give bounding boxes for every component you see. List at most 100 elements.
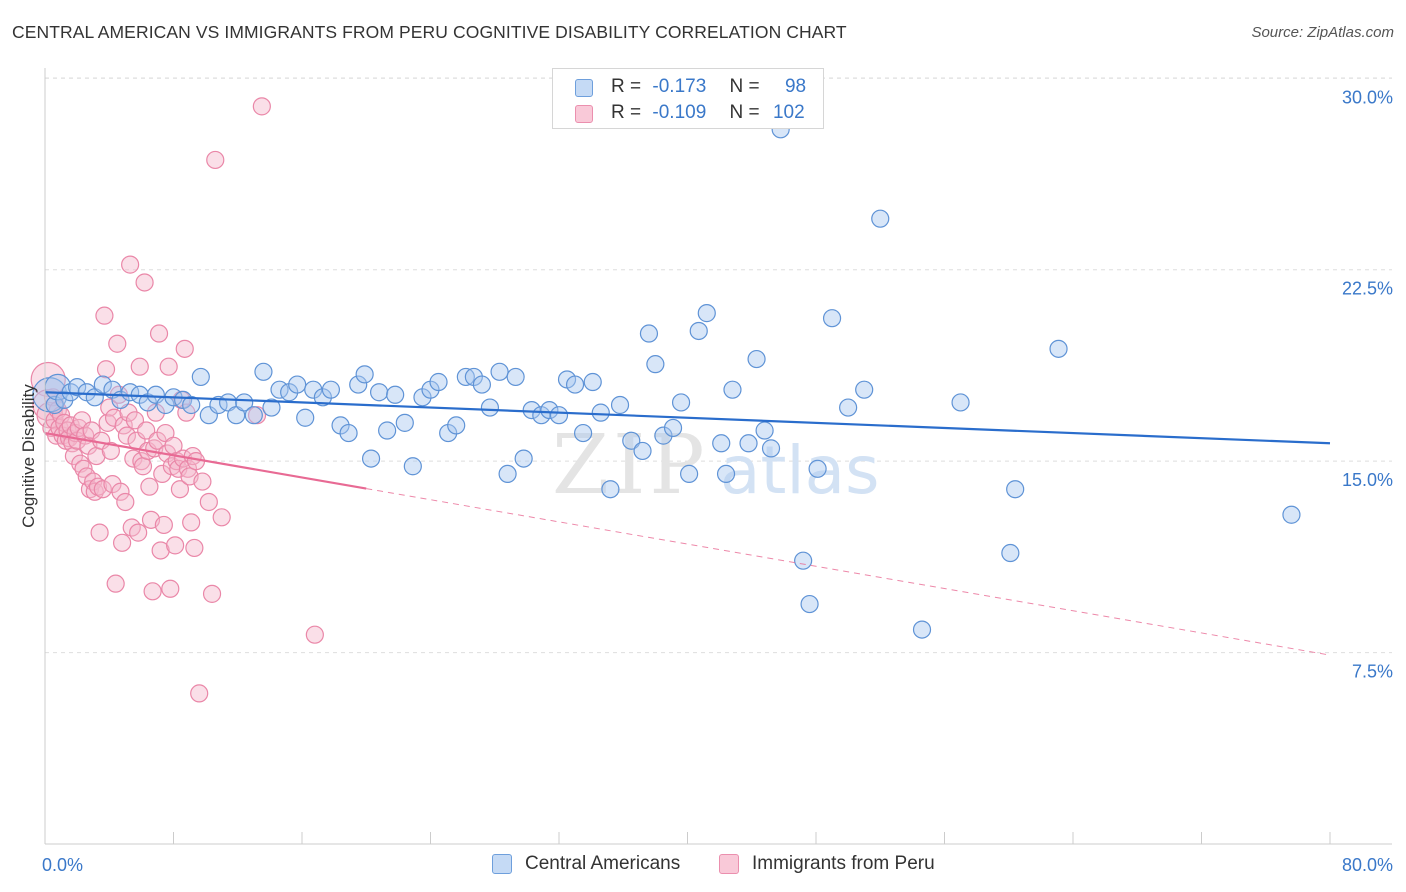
- central-americans-point: [429, 372, 448, 392]
- trend-line-dashed: [366, 488, 1331, 656]
- central-americans-point: [591, 403, 610, 422]
- central-americans-point: [262, 398, 281, 417]
- y-tick-label: 15.0%: [1342, 470, 1393, 490]
- central-americans-point: [296, 408, 315, 427]
- series-central-americans-points: [32, 120, 1301, 639]
- legend-n-value-immigrants-from-peru: 102: [772, 102, 805, 123]
- central-americans-point: [45, 395, 64, 415]
- central-americans-point: [395, 413, 414, 432]
- immigrants-from-peru-point: [111, 482, 130, 501]
- immigrants-from-peru-point: [140, 477, 159, 496]
- central-americans-point: [739, 434, 758, 453]
- trend-layer: [44, 391, 1331, 656]
- central-americans-point: [386, 385, 405, 404]
- central-americans-point: [689, 321, 708, 341]
- immigrants-from-peru-point: [95, 306, 114, 325]
- bottom-legend-swatch-blue: [492, 854, 512, 874]
- immigrants-from-peru-point: [170, 480, 190, 499]
- central-americans-point: [761, 439, 781, 458]
- central-americans-point: [680, 464, 699, 484]
- immigrants-from-peru-point: [117, 426, 137, 445]
- central-americans-point: [355, 365, 374, 384]
- immigrants-from-peru-point: [137, 421, 156, 440]
- immigrants-from-peru-point: [190, 684, 209, 703]
- central-americans-point: [244, 406, 263, 425]
- immigrants-from-peru-point: [202, 584, 222, 603]
- central-americans-point: [822, 309, 842, 328]
- trend-line-solid: [44, 431, 367, 490]
- bottom-legend-swatch-pink: [719, 854, 739, 874]
- central-americans-point: [747, 349, 766, 369]
- immigrants-from-peru-point: [135, 273, 154, 292]
- legend-n-label: N =: [729, 102, 760, 123]
- central-americans-point: [549, 406, 569, 425]
- axis-layer: 7.5% 15.0% 22.5% 30.0% 0.0% 80.0%: [42, 68, 1393, 875]
- watermark-atlas: atlas: [720, 432, 880, 509]
- immigrants-from-peru-point: [153, 464, 172, 484]
- central-americans-point: [1001, 543, 1020, 563]
- central-americans-point: [235, 393, 254, 412]
- central-americans-point: [808, 459, 827, 478]
- central-americans-point: [794, 551, 813, 570]
- immigrants-from-peru-point: [149, 324, 169, 343]
- central-americans-point: [583, 372, 602, 392]
- central-americans-point: [1282, 505, 1301, 524]
- x-tick-label-max: 80.0%: [1342, 855, 1393, 875]
- immigrants-from-peru-point: [90, 523, 109, 542]
- central-americans-point: [490, 362, 509, 381]
- central-americans-point: [540, 400, 559, 420]
- central-americans-point: [912, 620, 932, 639]
- central-americans-point: [654, 426, 673, 445]
- legend-r-label: R =: [611, 76, 642, 97]
- grid-layer: [45, 77, 1392, 654]
- chart-source: Source: ZipAtlas.com: [1251, 24, 1394, 41]
- central-americans-point: [191, 367, 210, 387]
- central-americans-point: [671, 393, 691, 412]
- legend-r-value-central-americans: -0.173: [652, 76, 707, 97]
- bottom-legend-label: Central Americans: [525, 853, 681, 874]
- immigrants-from-peru-point: [305, 625, 324, 644]
- immigrants-from-peru-point: [101, 441, 120, 461]
- central-americans-point: [182, 395, 201, 415]
- central-americans-point: [506, 367, 525, 387]
- immigrants-from-peru-point: [93, 480, 112, 499]
- central-americans-point: [663, 418, 683, 438]
- central-americans-point: [349, 375, 368, 394]
- immigrants-from-peru-point: [143, 582, 162, 601]
- central-americans-point: [403, 457, 422, 476]
- immigrants-from-peru-point: [129, 523, 148, 542]
- central-americans-point: [514, 449, 533, 468]
- central-americans-point: [68, 378, 87, 397]
- immigrants-from-peru-point: [193, 472, 212, 491]
- central-americans-point: [755, 421, 774, 440]
- y-tick-label: 30.0%: [1342, 87, 1393, 107]
- immigrants-from-peru-point: [252, 97, 271, 116]
- series-immigrants-from-peru-points: [30, 97, 324, 703]
- central-americans-point: [622, 431, 641, 450]
- immigrants-from-peru-point: [130, 357, 149, 376]
- immigrants-from-peru-point: [199, 492, 218, 512]
- immigrants-from-peru-point: [154, 515, 173, 535]
- central-americans-point: [361, 449, 381, 468]
- chart-title: CENTRAL AMERICAN VS IMMIGRANTS FROM PERU…: [12, 22, 847, 42]
- y-axis-title: Cognitive Disability: [19, 384, 38, 528]
- central-americans-point: [723, 380, 742, 399]
- central-americans-point: [304, 380, 323, 399]
- legend-n-label: N =: [729, 76, 760, 97]
- central-americans-point: [254, 362, 273, 381]
- x-tick-label-min: 0.0%: [42, 855, 83, 875]
- immigrants-from-peru-point: [108, 334, 127, 353]
- central-americans-point: [800, 594, 819, 614]
- central-americans-point: [712, 434, 731, 453]
- central-americans-point: [855, 380, 874, 399]
- immigrants-from-peru-point: [121, 255, 140, 274]
- central-americans-point: [1006, 480, 1025, 499]
- trend-line-solid: [44, 391, 1331, 445]
- central-americans-point: [716, 464, 736, 484]
- immigrants-from-peru-point: [175, 339, 194, 358]
- legend-swatch-blue: [575, 79, 593, 97]
- central-americans-point: [951, 393, 970, 412]
- immigrants-from-peru-point: [104, 408, 124, 427]
- immigrants-from-peru-point: [88, 477, 108, 496]
